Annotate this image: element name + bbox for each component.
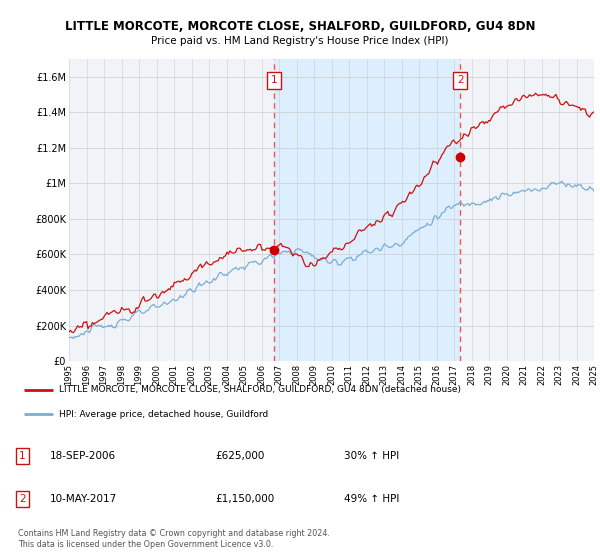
Text: 10-MAY-2017: 10-MAY-2017 [50, 494, 117, 504]
Text: 2: 2 [19, 494, 26, 504]
Text: 30% ↑ HPI: 30% ↑ HPI [344, 451, 399, 461]
Text: £1,150,000: £1,150,000 [216, 494, 275, 504]
Text: HPI: Average price, detached house, Guildford: HPI: Average price, detached house, Guil… [59, 409, 268, 418]
Text: 2: 2 [457, 75, 464, 85]
Text: LITTLE MORCOTE, MORCOTE CLOSE, SHALFORD, GUILDFORD, GU4 8DN (detached house): LITTLE MORCOTE, MORCOTE CLOSE, SHALFORD,… [59, 385, 461, 394]
Text: LITTLE MORCOTE, MORCOTE CLOSE, SHALFORD, GUILDFORD, GU4 8DN: LITTLE MORCOTE, MORCOTE CLOSE, SHALFORD,… [65, 20, 535, 32]
Text: Price paid vs. HM Land Registry's House Price Index (HPI): Price paid vs. HM Land Registry's House … [151, 36, 449, 46]
Text: 49% ↑ HPI: 49% ↑ HPI [344, 494, 399, 504]
Text: Contains HM Land Registry data © Crown copyright and database right 2024.
This d: Contains HM Land Registry data © Crown c… [18, 529, 330, 549]
Text: £625,000: £625,000 [216, 451, 265, 461]
Text: 18-SEP-2006: 18-SEP-2006 [50, 451, 116, 461]
Text: 1: 1 [19, 451, 26, 461]
Text: 1: 1 [271, 75, 277, 85]
Bar [274, 59, 460, 361]
